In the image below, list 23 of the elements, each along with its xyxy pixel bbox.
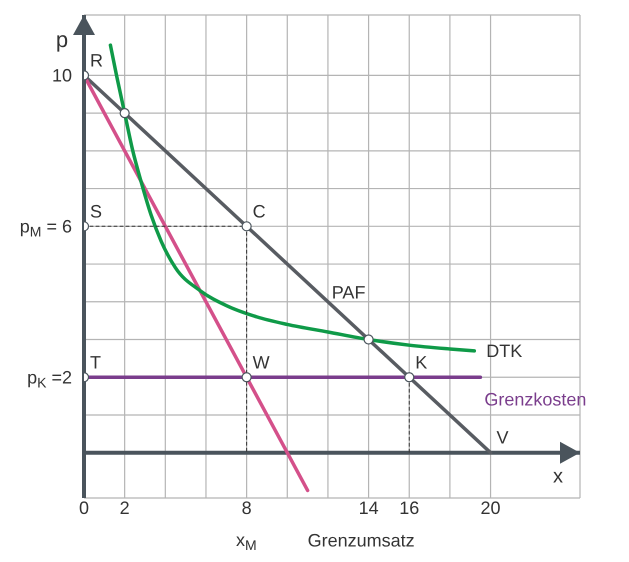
x-tick-label: 0 [78,498,90,518]
annotation: C [252,201,266,222]
annotation: T [90,352,101,372]
x-tick-label: 14 [358,498,379,518]
annotation: V [496,428,509,448]
y-axis-title: p [56,27,68,52]
series-label: Grenzkosten [484,389,586,410]
note: x$_{M}$ [234,526,274,554]
x-tick-label: 16 [399,498,420,518]
annotation: R [90,50,103,70]
x-tick-label: 2 [120,498,130,518]
annotation: S [90,201,102,222]
series-label: PAF [332,282,366,302]
x-tick-label: 20 [480,498,501,518]
series-label: DTK [486,340,522,361]
text: Grenzumsatz [308,530,415,550]
annotation: W [252,352,270,372]
y-tick-label: 10 [52,65,72,86]
y-tick-label: p$_{M}$ = 6 [20,216,72,240]
annotation: K [415,352,428,372]
x-axis-title: x [553,466,563,488]
x-tick-label: 8 [242,498,252,518]
y-tick-label: p$_{K}$ =2 [27,367,72,390]
